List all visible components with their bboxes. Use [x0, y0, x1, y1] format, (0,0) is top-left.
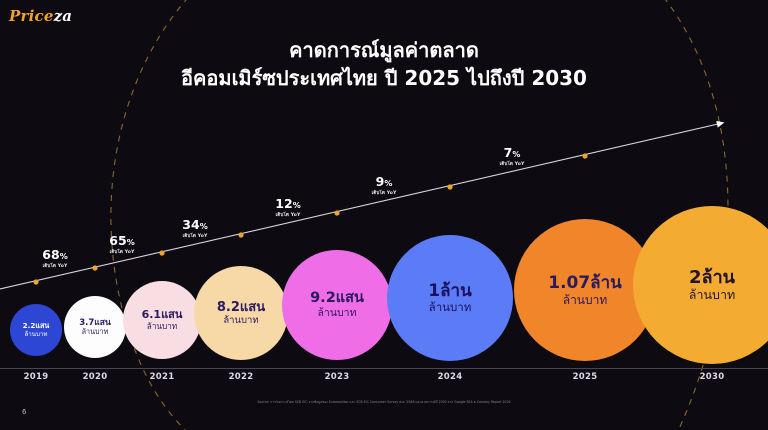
growth-number: 12 — [275, 196, 293, 211]
bubble-2019[interactable]: 2.2แสน ล้านบาท — [10, 304, 62, 356]
logo-text-part1: Price — [9, 7, 54, 25]
bubble-2023[interactable]: 9.2แสน ล้านบาท — [282, 250, 392, 360]
growth-label-68: 68% เติบโต YoY — [42, 247, 67, 270]
year-label-2025: 2025 — [572, 372, 598, 382]
growth-yoy-caption: เติบโต YoY — [182, 234, 208, 239]
year-label-2023: 2023 — [324, 372, 350, 382]
growth-yoy-caption: เติบโต YoY — [499, 162, 525, 167]
growth-label-12: 12% เติบโต YoY — [275, 196, 300, 219]
growth-yoy-caption: เติบโต YoY — [109, 250, 135, 255]
bubble-value-2019: 2.2แสน — [22, 321, 50, 331]
bubble-unit-2030: ล้านบาท — [688, 287, 736, 303]
growth-percent-value: 9% — [372, 174, 397, 189]
trend-dot-2019 — [33, 279, 39, 285]
bubble-value-2021: 6.1แสน — [141, 307, 183, 321]
year-label-2020: 2020 — [82, 372, 108, 382]
growth-label-9: 9% เติบโต YoY — [372, 174, 397, 197]
title-line-1: คาดการณ์มูลค่าตลาด — [289, 38, 479, 62]
percent-sign: % — [292, 201, 301, 210]
bubble-unit-2022: ล้านบาท — [223, 315, 259, 327]
bubble-2030[interactable]: 2ล้าน ล้านบาท — [633, 206, 768, 364]
page-title: คาดการณ์มูลค่าตลาด อีคอมเมิร์ซประเทศไทย … — [0, 36, 768, 93]
year-label-2019: 2019 — [23, 372, 49, 382]
growth-yoy-caption: เติบโต YoY — [371, 191, 397, 196]
bubble-value-2030: 2ล้าน — [689, 267, 735, 288]
growth-number: 34 — [182, 217, 200, 232]
growth-yoy-caption: เติบโต YoY — [42, 264, 68, 269]
bubble-2020[interactable]: 3.7แสน ล้านบาท — [64, 296, 126, 358]
bubble-unit-2023: ล้านบาท — [317, 307, 357, 320]
trend-dot-2021 — [159, 250, 165, 256]
year-label-2022: 2022 — [228, 372, 254, 382]
trend-dot-2023 — [334, 210, 340, 216]
growth-number: 9 — [375, 174, 385, 189]
percent-sign: % — [384, 179, 393, 188]
bubble-2021[interactable]: 6.1แสน ล้านบาท — [123, 281, 201, 359]
bubble-value-2024: 1ล้าน — [428, 281, 472, 302]
year-label-2030: 2030 — [699, 372, 725, 382]
bubble-unit-2024: ล้านบาท — [428, 300, 472, 315]
logo-text-part2: za — [53, 7, 73, 25]
percent-sign: % — [199, 222, 208, 231]
trend-dot-2020 — [92, 265, 98, 271]
growth-percent-value: 68% — [42, 247, 67, 262]
growth-percent-value: 12% — [275, 196, 300, 211]
bubble-unit-2025: ล้านบาท — [562, 292, 608, 307]
percent-sign: % — [126, 238, 135, 247]
growth-percent-value: 7% — [500, 145, 525, 160]
growth-number: 68 — [42, 247, 60, 262]
bubble-value-2020: 3.7แสน — [79, 317, 111, 328]
bubble-unit-2020: ล้านบาท — [81, 326, 109, 336]
growth-label-65: 65% เติบโต YoY — [109, 233, 134, 256]
bubble-value-2025: 1.07ล้าน — [548, 272, 622, 293]
bubble-unit-2021: ล้านบาท — [146, 320, 178, 331]
bubble-2024[interactable]: 1ล้าน ล้านบาท — [387, 235, 513, 361]
growth-yoy-caption: เติบโต YoY — [275, 213, 301, 218]
priceza-logo[interactable]: Priceza — [9, 7, 72, 25]
growth-label-34: 34% เติบโต YoY — [182, 217, 207, 240]
bubble-value-2022: 8.2แสน — [216, 299, 266, 315]
year-axis-line — [0, 368, 768, 369]
growth-label-7: 7% เติบโต YoY — [500, 145, 525, 168]
trend-dot-2022 — [238, 232, 244, 238]
growth-number: 65 — [109, 233, 127, 248]
growth-number: 7 — [503, 145, 513, 160]
percent-sign: % — [59, 252, 68, 261]
bubble-unit-2019: ล้านบาท — [24, 330, 48, 338]
trend-dot-2024 — [447, 184, 453, 190]
page-number: 6 — [22, 408, 27, 416]
growth-percent-value: 65% — [109, 233, 134, 248]
percent-sign: % — [512, 150, 521, 159]
bubble-value-2023: 9.2แสน — [310, 290, 364, 307]
trend-dot-2025 — [582, 153, 588, 159]
growth-percent-value: 34% — [182, 217, 207, 232]
source-note: Source: การวิเคราะห์โดย SCB EIC จากข้อมู… — [257, 400, 511, 404]
title-line-2: อีคอมเมิร์ซประเทศไทย ปี 2025 ไปถึงปี 203… — [181, 66, 587, 91]
bubble-2022[interactable]: 8.2แสน ล้านบาท — [194, 266, 288, 360]
year-label-2021: 2021 — [149, 372, 175, 382]
year-label-2024: 2024 — [437, 372, 463, 382]
